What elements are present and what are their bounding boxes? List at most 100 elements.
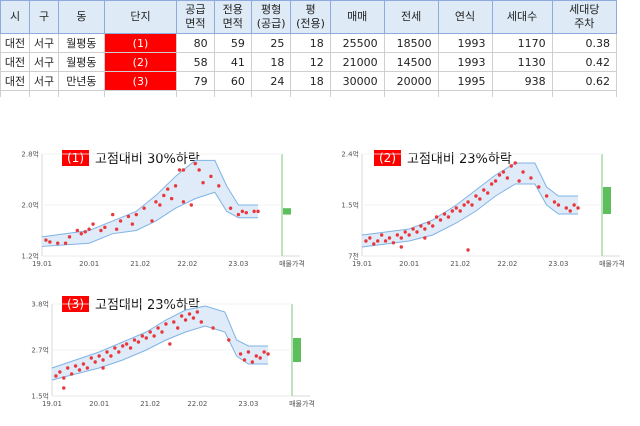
transaction-point <box>81 362 86 366</box>
table-cell: 0.62 <box>551 71 618 91</box>
chart-title-text: 고점대비 23%하락 <box>407 152 512 167</box>
transaction-point <box>168 342 172 346</box>
transaction-point <box>521 170 525 174</box>
transaction-point <box>156 326 160 330</box>
chart-plot: 7천 1.5억 2.4억 19.01 20.01 21.02 22.02 23.03 매물가격 <box>341 151 624 269</box>
x-tick-label: 21.02 <box>450 260 470 268</box>
transaction-point <box>150 219 154 223</box>
transaction-point <box>44 238 48 242</box>
transaction-point <box>505 176 510 180</box>
table-cell: 12 <box>290 52 331 72</box>
transaction-point <box>466 200 470 204</box>
transaction-point <box>517 179 521 183</box>
transaction-point <box>99 228 103 233</box>
transaction-point <box>177 168 182 172</box>
transaction-point <box>209 174 213 179</box>
chart-title-text: 고점대비 30%하락 <box>95 152 200 167</box>
transaction-point <box>391 241 396 245</box>
transaction-point <box>411 227 415 231</box>
transaction-point <box>537 185 541 189</box>
transaction-point <box>395 233 400 237</box>
transaction-point <box>62 386 66 390</box>
transaction-point <box>474 194 478 198</box>
column-header: 세대수 <box>491 0 553 34</box>
x-tick-label: 19.01 <box>42 400 62 408</box>
transaction-point <box>399 245 403 249</box>
table-cell: 18 <box>290 71 331 91</box>
transaction-point <box>124 342 129 346</box>
column-header: 동 <box>58 0 105 34</box>
transaction-point <box>576 206 580 210</box>
transaction-point <box>246 350 251 354</box>
transaction-point <box>154 200 158 204</box>
chart-title: (2) 고점대비 23%하락 <box>374 148 512 167</box>
x-tick-label: 20.01 <box>79 260 99 268</box>
chart-plot: 1.5억 2.7억 3.8억 19.01 20.01 21.02 22.02 23.03 매물가… <box>31 301 314 409</box>
table-cell: 21000 <box>329 52 385 72</box>
chart-plot: 1.2억 2.0억 2.8억 19.01 20.01 21.02 22.02 23.03 매물가… <box>21 151 304 269</box>
transaction-point <box>497 173 502 177</box>
transaction-point <box>58 370 62 374</box>
x-tick-label: 19.01 <box>352 260 372 268</box>
complex-id-cell: (2) <box>103 52 178 72</box>
transaction-point <box>79 231 83 236</box>
transaction-point <box>564 206 568 210</box>
transaction-point <box>258 356 262 360</box>
transaction-point <box>56 241 60 245</box>
transaction-point <box>403 230 407 234</box>
transaction-point <box>199 320 203 324</box>
table-cell: 월평동 <box>58 33 105 53</box>
table-cell: 1130 <box>491 52 553 72</box>
table-row: 대전 서구 월평동 (2) 58 41 18 12 21000 14500 1993 1130 0.42 <box>0 52 618 72</box>
transaction-point <box>489 182 494 186</box>
table-cell: 1995 <box>437 71 493 91</box>
transaction-point <box>117 350 121 354</box>
x-tick-label: 21.02 <box>140 400 160 408</box>
transaction-point <box>93 360 97 364</box>
table-cell: 14500 <box>383 52 439 72</box>
transaction-point <box>364 239 368 243</box>
transaction-point <box>242 358 247 362</box>
transaction-point <box>134 212 138 217</box>
transaction-point <box>383 239 388 243</box>
band-lower-line <box>41 191 259 247</box>
x-tick-label: 19.01 <box>32 260 52 268</box>
transaction-point <box>173 184 178 188</box>
chart-title: (3) 고점대비 23%하락 <box>62 294 200 313</box>
table-cell: 서구 <box>29 52 60 72</box>
x-tick-label: 22.02 <box>177 260 197 268</box>
transaction-point <box>240 209 245 214</box>
transaction-point <box>434 215 439 219</box>
table-cell: 30000 <box>329 71 385 91</box>
y-tick-label: 1.5억 <box>31 393 49 401</box>
transaction-point <box>379 233 384 237</box>
transaction-point <box>132 338 137 342</box>
transaction-point <box>419 224 423 228</box>
table-row: 대전 서구 만년동 (3) 79 60 24 18 30000 20000 1995 938 0.62 <box>0 71 618 91</box>
table-cell <box>383 90 439 97</box>
table-cell <box>103 90 178 97</box>
transaction-point <box>179 314 184 318</box>
table-cell: 18 <box>290 33 331 53</box>
chart-complex-2: (2) 고점대비 23%하락 7천 1.5억 2.4억 19.01 20.01 21.02… <box>340 140 630 280</box>
table-cell: 58 <box>176 52 215 72</box>
transaction-point <box>181 200 186 204</box>
table-cell <box>551 90 618 97</box>
band-upper-line <box>41 159 259 238</box>
table-cell: 1993 <box>437 33 493 53</box>
transaction-point <box>509 164 513 168</box>
transaction-point <box>254 354 258 358</box>
transaction-point <box>105 350 109 354</box>
transaction-point <box>89 356 93 360</box>
x-tick-label: 22.02 <box>497 260 517 268</box>
column-header: 세대당 주차 <box>551 0 618 34</box>
table-cell: 60 <box>213 71 252 91</box>
transaction-point <box>128 346 133 350</box>
table-cell: 938 <box>491 71 553 91</box>
transaction-point <box>399 236 403 240</box>
asking-price-bar <box>283 208 291 215</box>
transaction-point <box>121 344 125 348</box>
transaction-point <box>54 374 58 378</box>
column-header: 전용 면적 <box>213 0 252 34</box>
table-cell <box>0 90 31 97</box>
